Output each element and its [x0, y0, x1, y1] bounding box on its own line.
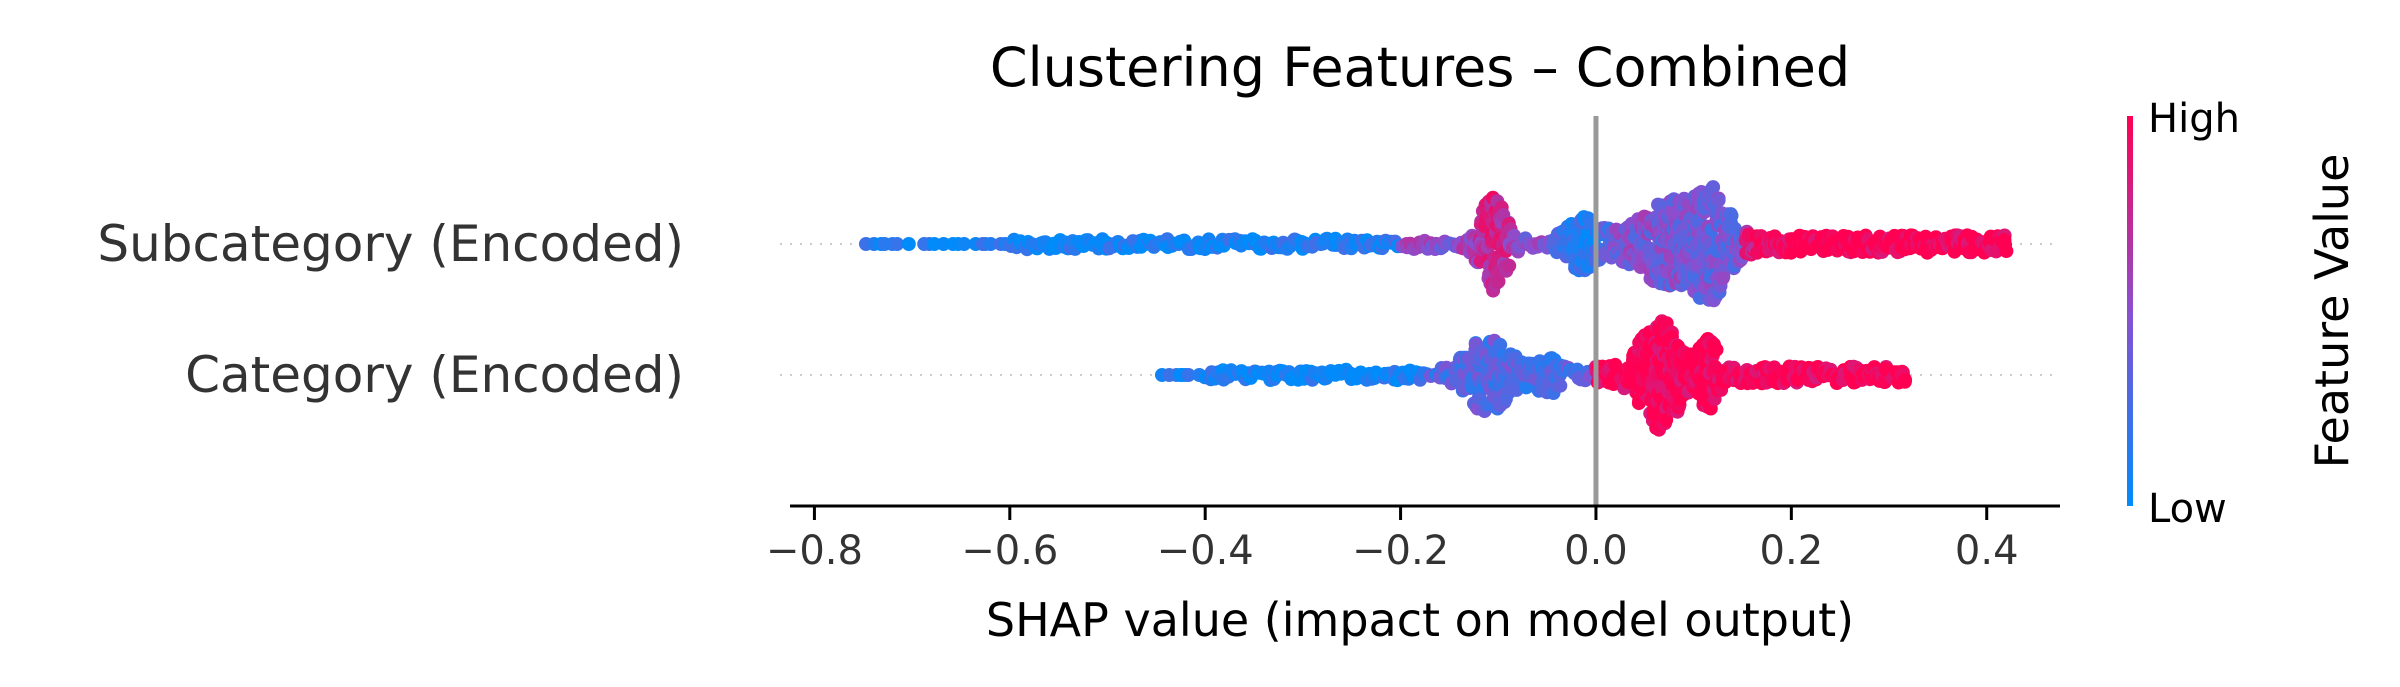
shap-point	[890, 237, 905, 251]
feature-label: Category (Encoded)	[185, 346, 684, 404]
x-tick-label: −0.6	[961, 528, 1058, 574]
x-axis: −0.8 −0.6 −0.4 −0.2 0.0 0.2 0.4	[766, 504, 2060, 574]
shap-point	[1181, 368, 1196, 382]
shap-point	[1709, 342, 1724, 357]
colorbar-low-label: Low	[2148, 486, 2227, 532]
shap-point	[1706, 180, 1721, 195]
shap-point	[1493, 337, 1508, 352]
shap-point	[1711, 193, 1726, 208]
shap-point	[957, 237, 972, 251]
colorbar: High Low Feature Value	[2127, 96, 2359, 532]
shap-point	[1502, 258, 1517, 273]
shap-point	[1723, 207, 1738, 222]
shap-point	[1998, 237, 2013, 252]
colorbar-high-label: High	[2148, 96, 2240, 142]
shap-point	[1553, 378, 1568, 393]
beeswarm-points	[859, 180, 2014, 437]
x-tick-label: −0.2	[1352, 528, 1449, 574]
x-tick-label: 0.2	[1760, 528, 1824, 574]
shap-point	[1897, 374, 1912, 389]
x-axis-label: SHAP value (impact on model output)	[986, 593, 1854, 647]
chart-title: Clustering Features – Combined	[990, 36, 1850, 99]
shap-point	[901, 237, 916, 251]
colorbar-gradient	[2127, 116, 2133, 506]
x-tick-label: 0.4	[1955, 528, 2019, 574]
shap-point	[1715, 271, 1730, 286]
x-tick-label: −0.4	[1157, 528, 1254, 574]
shap-point	[983, 237, 998, 251]
feature-rows: Subcategory (Encoded) Category (Encoded)	[97, 215, 2060, 404]
feature-label: Subcategory (Encoded)	[97, 215, 684, 273]
x-tick-label: −0.8	[766, 528, 863, 574]
colorbar-title: Feature Value	[2305, 154, 2359, 469]
shap-point	[1491, 274, 1506, 289]
x-tick-label: 0.0	[1564, 528, 1628, 574]
shap-point	[1519, 380, 1534, 395]
